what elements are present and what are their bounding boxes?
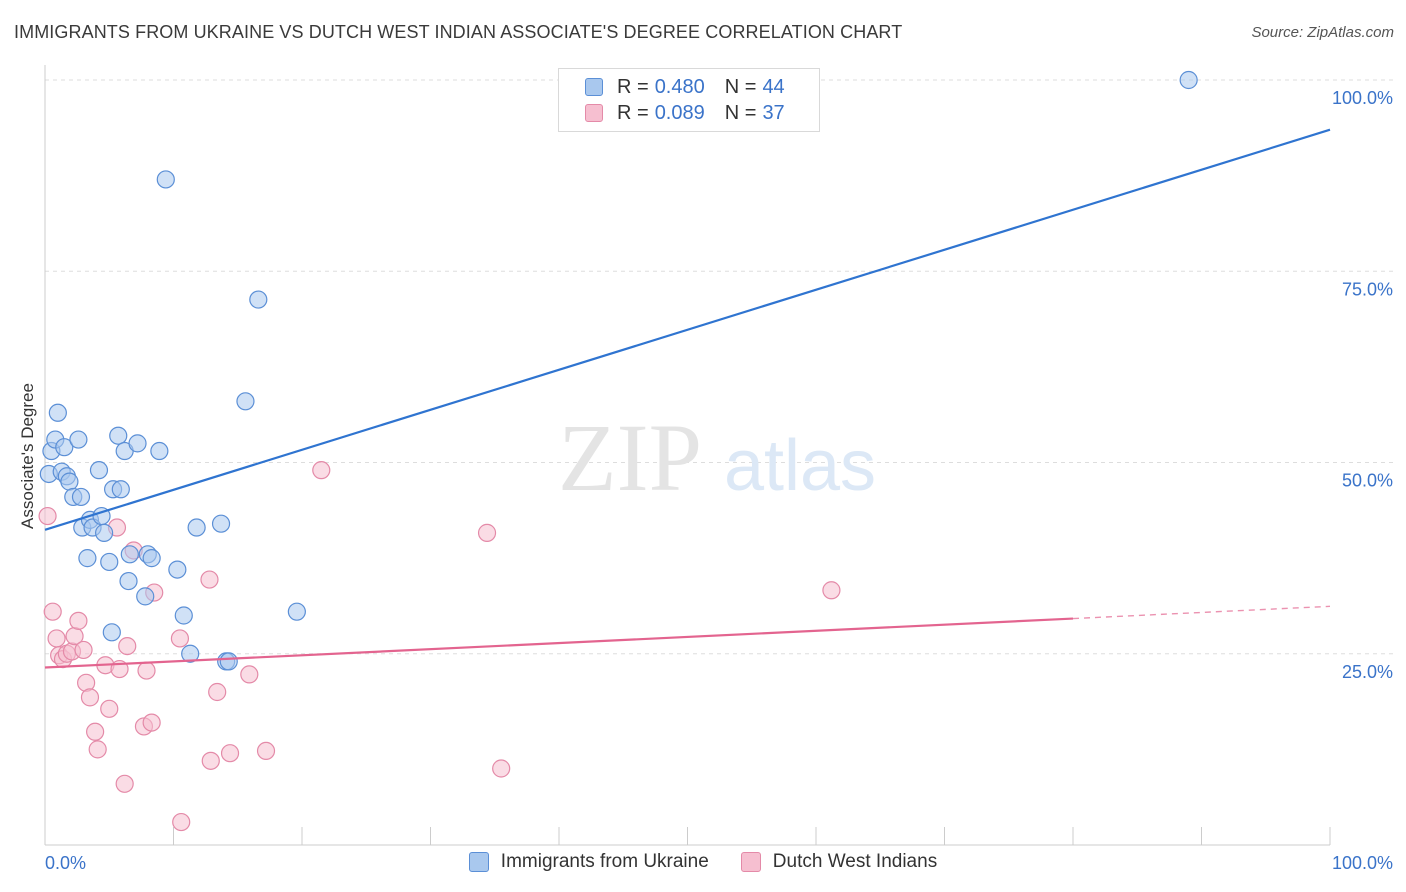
data-point (100, 699, 119, 718)
y-tick-label: 50.0% (1342, 471, 1393, 491)
y-tick-label: 75.0% (1342, 279, 1393, 299)
data-point (200, 570, 219, 589)
trend-line-dutch-west-indians-extension (1072, 605, 1331, 620)
data-point (168, 560, 187, 579)
data-point (55, 438, 74, 457)
x-tick-label: 0.0% (45, 853, 86, 873)
n-label: N = (724, 75, 757, 98)
data-point (88, 740, 107, 759)
data-point (220, 744, 240, 763)
r-label: R = (617, 101, 649, 124)
data-point (1179, 70, 1198, 90)
data-point (822, 581, 841, 600)
y-tick-label: 100.0% (1332, 88, 1393, 108)
data-point (86, 722, 105, 741)
data-point (71, 487, 91, 507)
trend-line-ukraine (44, 128, 1331, 531)
data-point (256, 741, 276, 761)
watermark-atlas: atlas (724, 426, 876, 506)
data-point (128, 434, 147, 453)
source-label: Source: ZipAtlas.com (1251, 24, 1394, 41)
legend-swatch-pink (585, 104, 603, 122)
legend-row-ukraine: R = 0.480 N = 44 (585, 74, 785, 100)
data-point (174, 606, 193, 625)
data-point (287, 602, 306, 621)
data-point (100, 552, 119, 572)
correlation-legend: R = 0.480 N = 44 R = 0.089 N = 37 (558, 68, 820, 132)
legend-swatch-blue (585, 78, 603, 96)
data-point (208, 682, 227, 702)
data-point (89, 461, 109, 480)
n-value: 44 (762, 75, 785, 98)
y-tick-label: 25.0% (1342, 662, 1393, 682)
data-point (150, 441, 169, 461)
data-point (137, 661, 156, 680)
data-point (95, 523, 114, 542)
n-value: 37 (762, 101, 785, 124)
data-point (312, 461, 331, 480)
tick-labels: 25.0% 50.0% 75.0% 100.0% 0.0% 100.0% (45, 88, 1393, 873)
data-point (142, 713, 161, 732)
data-point (477, 523, 497, 542)
legend-label: Dutch West Indians (772, 851, 938, 872)
data-point (80, 688, 100, 707)
legend-swatch-blue (468, 852, 489, 872)
data-point (47, 629, 66, 648)
series-legend: Immigrants from Ukraine Dutch West India… (0, 851, 1406, 873)
x-tick-label: 100.0% (1332, 853, 1393, 873)
data-point (78, 549, 97, 568)
data-point (492, 759, 511, 778)
legend-swatch-pink (740, 852, 761, 872)
r-value: 0.089 (654, 101, 705, 124)
data-point (170, 629, 190, 648)
data-point (48, 403, 67, 422)
chart-title: IMMIGRANTS FROM UKRAINE VS DUTCH WEST IN… (14, 22, 903, 42)
legend-item-dutch-west-indians: Dutch West Indians (740, 851, 938, 873)
data-point (38, 506, 57, 526)
y-axis-label: Associate's Degree (18, 383, 37, 529)
watermark-zip: ZIP (558, 404, 702, 511)
data-point (111, 480, 130, 499)
data-point (236, 392, 255, 411)
data-point (109, 426, 128, 445)
legend-row-dutch-west-indians: R = 0.089 N = 37 (585, 100, 785, 126)
r-label: R = (617, 75, 649, 98)
data-point (115, 774, 134, 793)
data-point (43, 602, 62, 621)
data-point (102, 623, 121, 642)
series-immigrants-from-ukraine (39, 70, 1198, 671)
data-point (69, 430, 88, 449)
data-point (211, 514, 231, 533)
data-point (172, 812, 191, 832)
data-point (201, 751, 220, 770)
data-point (119, 571, 138, 591)
legend-item-ukraine: Immigrants from Ukraine (468, 851, 709, 873)
data-point (156, 170, 175, 189)
series-dutch-west-indians (38, 461, 841, 832)
data-point (60, 472, 79, 491)
data-point (187, 518, 206, 537)
data-point (120, 545, 139, 564)
data-point (219, 652, 238, 671)
data-point (142, 549, 161, 568)
data-point (181, 644, 200, 663)
data-point (136, 587, 155, 606)
trend-line-dutch-west-indians (44, 617, 1074, 669)
data-point (118, 636, 137, 656)
data-point (74, 640, 93, 660)
data-point (249, 290, 268, 309)
r-value: 0.480 (654, 75, 705, 98)
trend-lines (44, 128, 1331, 669)
data-point (240, 665, 259, 684)
n-label: N = (724, 101, 757, 124)
data-point (69, 611, 88, 630)
grid-lines (45, 79, 1395, 655)
legend-label: Immigrants from Ukraine (500, 851, 709, 872)
